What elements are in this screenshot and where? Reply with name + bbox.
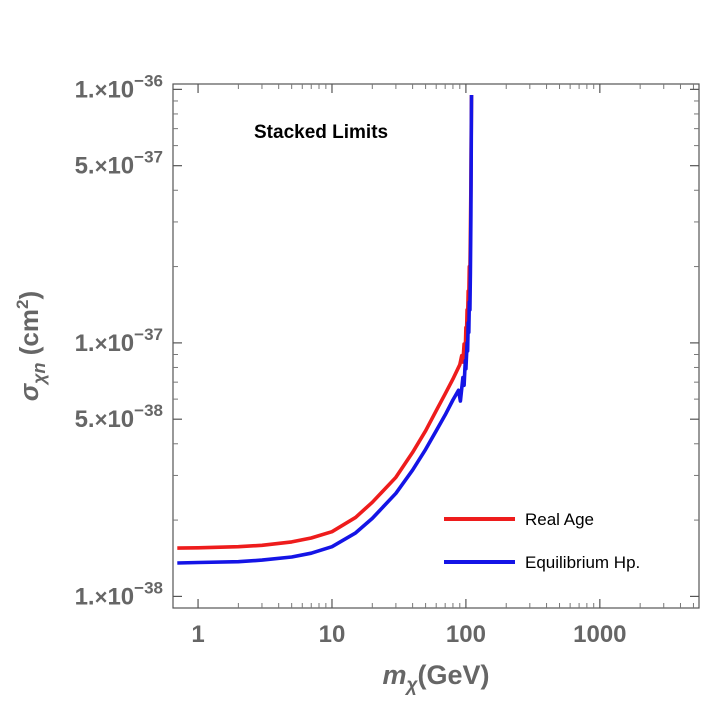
x-axis-title-rest: (GeV) <box>417 660 489 690</box>
y-tick-times: × <box>95 331 108 356</box>
y-tick-label: 5.×10−38 <box>75 401 163 433</box>
y-tick-label: 1.×10−38 <box>75 578 163 610</box>
x-axis-title-sub: χ <box>405 675 419 696</box>
y-tick-mantissa: 5. <box>75 153 95 180</box>
y-tick-times: × <box>95 407 108 432</box>
stacked-limits-annotation: Stacked Limits <box>254 122 388 143</box>
y-tick-label: 5.×10−37 <box>75 148 163 180</box>
x-axis-title-main: m <box>382 660 406 690</box>
y-tick-label: 1.×10−37 <box>75 325 163 357</box>
x-axis-title: mχ(GeV) <box>382 660 489 696</box>
y-axis-title: σχn (cm2) <box>13 291 49 401</box>
legend: Real Age Equilibrium Hp. <box>444 510 640 572</box>
y-axis-title-main: σ <box>14 382 44 401</box>
y-tick-exponent: −37 <box>134 325 163 344</box>
y-tick-base: 10 <box>107 330 134 357</box>
y-tick-times: × <box>95 77 108 102</box>
series-line-equilibrium-hp <box>177 94 474 565</box>
y-tick-mantissa: 1. <box>75 76 95 103</box>
series-layer <box>177 94 474 565</box>
y-axis-ticks: 1.×10−385.×10−381.×10−375.×10−371.×10−36 <box>75 71 699 610</box>
y-tick-label: 1.×10−36 <box>75 71 163 103</box>
y-axis-title-sub: χn <box>29 362 49 385</box>
y-tick-mantissa: 1. <box>75 330 95 357</box>
y-axis-title-close: ) <box>14 291 44 300</box>
y-tick-exponent: −38 <box>134 401 163 420</box>
legend-label-equilibrium: Equilibrium Hp. <box>525 553 640 572</box>
y-tick-times: × <box>95 584 108 609</box>
series-line-real-age <box>177 94 474 550</box>
y-axis-title-rest: (cm <box>14 309 44 362</box>
y-tick-exponent: −36 <box>134 71 163 90</box>
y-tick-exponent: −37 <box>134 148 163 167</box>
x-axis-ticks: 1 10 100 1000 <box>191 84 694 648</box>
y-tick-base: 10 <box>107 583 134 610</box>
x-tick-label: 1 <box>191 621 204 648</box>
y-tick-base: 10 <box>107 76 134 103</box>
y-tick-mantissa: 5. <box>75 406 95 433</box>
y-tick-base: 10 <box>107 153 134 180</box>
plot-frame <box>172 83 700 609</box>
legend-label-real-age: Real Age <box>525 510 594 529</box>
y-axis-title-sup: 2 <box>13 300 32 309</box>
y-tick-base: 10 <box>107 406 134 433</box>
x-tick-label: 10 <box>319 621 346 648</box>
y-tick-times: × <box>95 154 108 179</box>
x-tick-label: 1000 <box>573 621 626 648</box>
y-tick-exponent: −38 <box>134 578 163 597</box>
y-tick-mantissa: 1. <box>75 583 95 610</box>
x-tick-label: 100 <box>446 621 486 648</box>
